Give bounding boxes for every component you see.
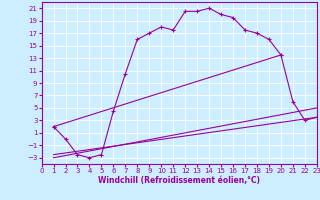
X-axis label: Windchill (Refroidissement éolien,°C): Windchill (Refroidissement éolien,°C) [98,176,260,185]
